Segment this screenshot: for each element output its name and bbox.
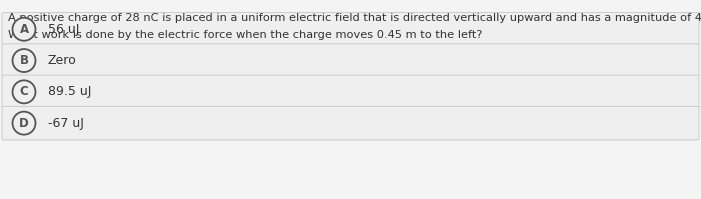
Text: What work is done by the electric force when the charge moves 0.45 m to the left: What work is done by the electric force … <box>8 30 482 40</box>
Circle shape <box>13 80 36 103</box>
FancyBboxPatch shape <box>2 13 699 46</box>
FancyBboxPatch shape <box>2 44 699 77</box>
Text: 89.5 uJ: 89.5 uJ <box>48 85 91 98</box>
FancyBboxPatch shape <box>2 106 699 140</box>
Text: -67 uJ: -67 uJ <box>48 117 83 130</box>
Text: D: D <box>19 117 29 130</box>
Text: C: C <box>20 85 28 98</box>
Text: A: A <box>20 23 29 36</box>
Circle shape <box>13 18 36 41</box>
Circle shape <box>13 49 36 72</box>
Circle shape <box>13 112 36 135</box>
Text: A positive charge of 28 nC is placed in a uniform electric field that is directe: A positive charge of 28 nC is placed in … <box>8 13 701 23</box>
Text: Zero: Zero <box>48 54 76 67</box>
FancyBboxPatch shape <box>2 75 699 109</box>
Text: 56 uJ: 56 uJ <box>48 23 79 36</box>
Text: B: B <box>20 54 29 67</box>
